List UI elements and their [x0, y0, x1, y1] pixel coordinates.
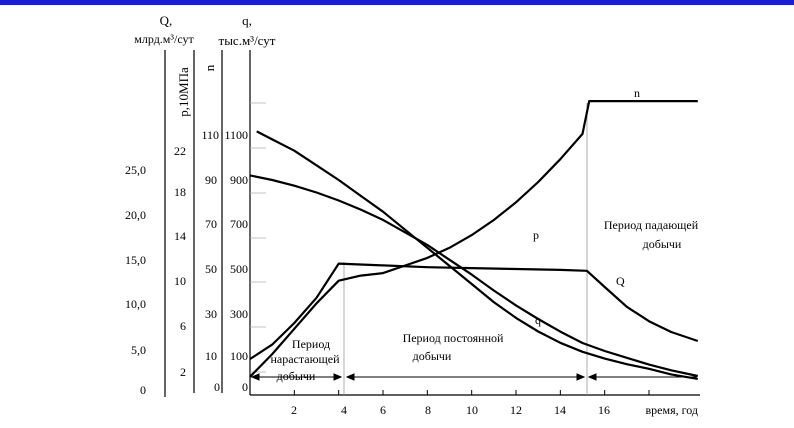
- x-tick: 16: [598, 403, 610, 417]
- x-tick: 6: [380, 403, 386, 417]
- period-1-label-line1: Период: [292, 337, 330, 351]
- n-tick: 0: [214, 380, 220, 394]
- q-tick: 20,0: [125, 208, 146, 222]
- qs-tick: 300: [230, 307, 248, 321]
- x-tick: 8: [425, 403, 431, 417]
- n-tick: 70: [205, 217, 217, 231]
- x-tick: 4: [341, 403, 347, 417]
- x-tick: 14: [554, 403, 566, 417]
- qs-tick: 100: [230, 349, 248, 363]
- p-tick: 14: [174, 229, 186, 243]
- n-tick: 30: [205, 307, 217, 321]
- period-3-label-line2: добычи: [643, 237, 682, 251]
- period-2-label-line1: Период постоянной: [403, 331, 504, 345]
- q-tick: 10,0: [125, 297, 146, 311]
- x-axis-title: время, год: [646, 403, 699, 417]
- qs-tick: 0: [242, 380, 248, 394]
- p-tick: 22: [174, 144, 186, 158]
- qs-axis-title-line2: тыс.м³/сут: [219, 33, 276, 48]
- n-axis-title: n: [202, 64, 217, 71]
- n-tick: 50: [205, 262, 217, 276]
- period-1-label-line2: нарастающей: [270, 352, 340, 366]
- x-tick: 12: [510, 403, 522, 417]
- qs-tick: 1100: [224, 128, 248, 142]
- q-tick: 15,0: [125, 253, 146, 267]
- period-1-label-line3: добычи: [277, 369, 316, 383]
- x-tick: 2: [291, 403, 297, 417]
- n-tick: 110: [201, 128, 219, 142]
- p-tick: 10: [174, 274, 186, 288]
- q-tick: 25,0: [125, 163, 146, 177]
- q-axis-title-line1: Q,: [160, 13, 173, 28]
- series-label-q: q: [535, 313, 541, 327]
- top-accent-bar: [0, 0, 794, 5]
- series-line-p: [256, 130, 698, 380]
- p-tick: 18: [174, 185, 186, 199]
- period-3-label-line1: Период падающей: [604, 218, 699, 232]
- p-tick: 6: [180, 319, 186, 333]
- qs-axis-title-line1: q,: [242, 13, 252, 28]
- q-tick: 0: [140, 383, 146, 397]
- qs-tick: 500: [230, 262, 248, 276]
- p-axis-title: p,10МПа: [176, 67, 191, 117]
- qs-tick: 700: [230, 217, 248, 231]
- series-label-n: n: [634, 86, 640, 100]
- x-tick: 10: [466, 403, 478, 417]
- series-label-Q: Q: [616, 274, 625, 288]
- n-tick: 10: [205, 349, 217, 363]
- series-line-q: [249, 174, 699, 378]
- series-line-Q: [249, 262, 699, 360]
- p-tick: 2: [180, 365, 186, 379]
- q-tick: 5,0: [131, 343, 146, 357]
- series-line-n: [249, 99, 698, 378]
- period-2-label-line2: добычи: [413, 349, 452, 363]
- q-axis-title-line2: млрд.м³/сут: [134, 32, 194, 46]
- qs-tick: 900: [230, 173, 248, 187]
- n-tick: 90: [205, 173, 217, 187]
- series-label-p: p: [533, 228, 539, 242]
